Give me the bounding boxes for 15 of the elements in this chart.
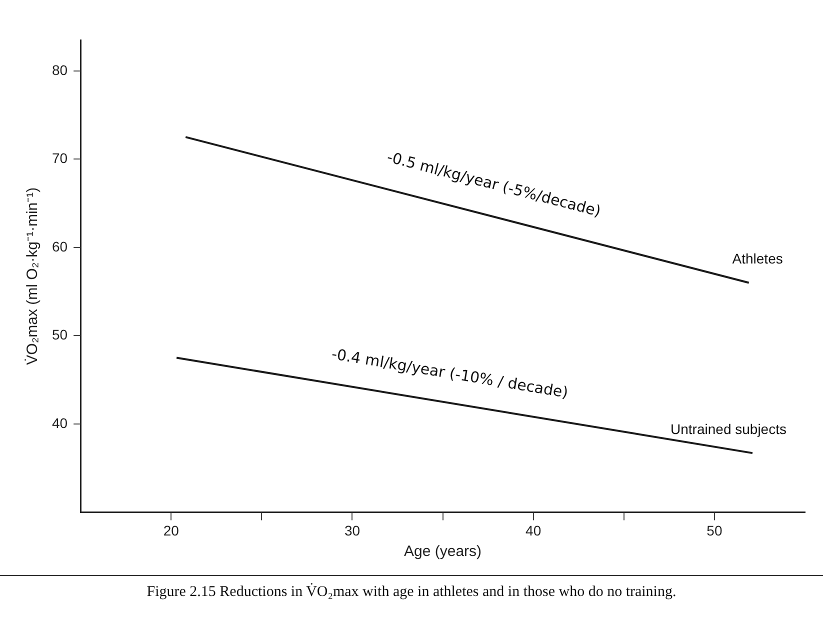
x-tick-label: 50 — [706, 522, 722, 538]
x-tick-label: 20 — [163, 522, 180, 538]
x-tick-label: 40 — [526, 522, 542, 538]
y-tick-label: 50 — [52, 326, 68, 343]
series-label: Untrained subjects — [670, 420, 786, 437]
y-tick-label: 40 — [52, 414, 68, 431]
caption: Figure 2.15 Reductions in V̇O₂max with age in athletes and in those who do no training. — [0, 575, 823, 601]
y-tick-label: 80 — [52, 62, 68, 78]
x-axis-title: Age (years) — [404, 543, 482, 560]
y-axis-title: V̇O₂max (ml O₂·kg⁻¹·min⁻¹) — [24, 187, 42, 365]
annotation: -0.4 ml/kg/year (-10% / decade) — [330, 344, 570, 402]
y-tick-label: 60 — [52, 238, 68, 254]
x-tick-label: 30 — [344, 522, 360, 538]
series-label: Athletes — [732, 250, 783, 267]
y-tick-label: 70 — [52, 150, 68, 166]
